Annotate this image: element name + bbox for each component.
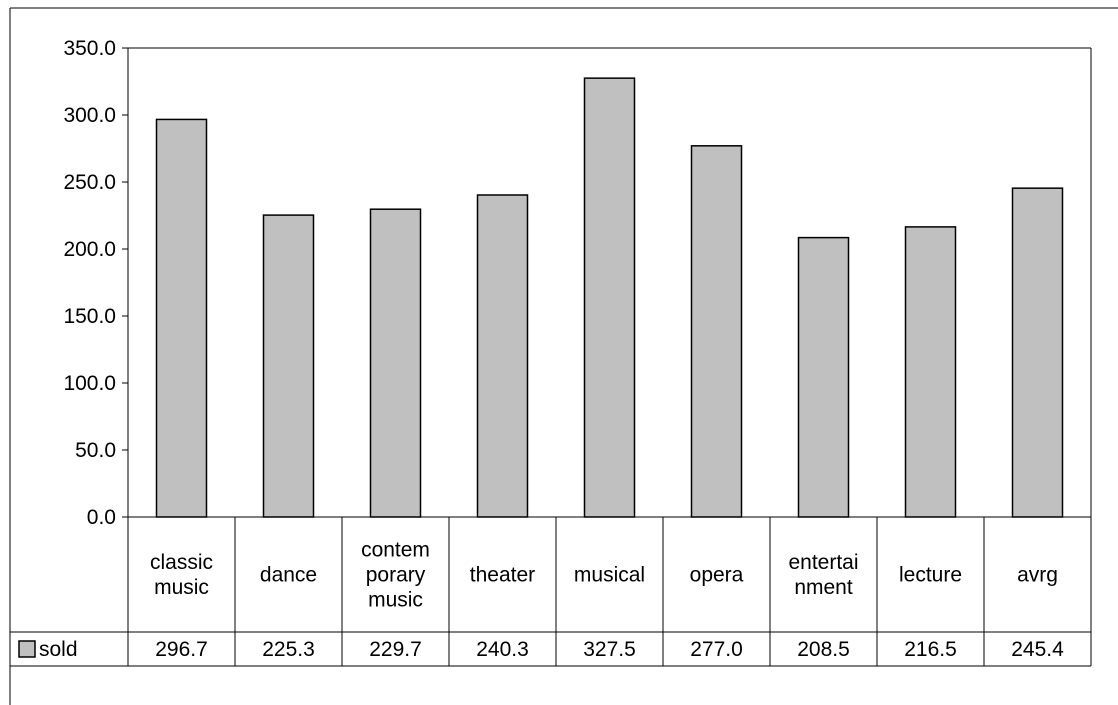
y-tick-label: 150.0 bbox=[63, 305, 116, 328]
x-tick-label-line: contem bbox=[361, 539, 430, 562]
x-tick-label: classic music bbox=[150, 551, 213, 599]
data-label: 225.3 bbox=[262, 638, 315, 661]
y-tick-label: 250.0 bbox=[63, 171, 116, 194]
legend-entry: sold bbox=[39, 638, 78, 661]
x-tick-label: contem porary music bbox=[361, 539, 430, 612]
y-tick-label: 100.0 bbox=[63, 372, 116, 395]
x-tick-label-line: porary bbox=[366, 564, 426, 587]
x-tick-label: musical bbox=[574, 564, 645, 587]
y-tick-label: 350.0 bbox=[63, 37, 116, 60]
x-tick-label-line: entertai bbox=[788, 551, 858, 574]
bar bbox=[155, 118, 208, 518]
bar bbox=[690, 145, 743, 518]
bar bbox=[369, 208, 422, 518]
x-tick-label-line: classic bbox=[150, 551, 213, 574]
bar bbox=[1011, 187, 1064, 518]
data-label: 216.5 bbox=[904, 638, 957, 661]
y-tick-label: 200.0 bbox=[63, 238, 116, 261]
x-tick-label-line: theater bbox=[470, 564, 535, 587]
y-tick-label: 300.0 bbox=[63, 104, 116, 127]
bar bbox=[797, 236, 850, 518]
data-label: 229.7 bbox=[369, 638, 422, 661]
legend-swatch bbox=[18, 640, 36, 658]
x-tick-label: theater bbox=[470, 564, 535, 587]
bar bbox=[476, 194, 529, 518]
x-tick-label: lecture bbox=[899, 564, 962, 587]
bar bbox=[904, 226, 957, 518]
x-tick-label-line: dance bbox=[260, 564, 317, 587]
data-label: 240.3 bbox=[476, 638, 529, 661]
x-tick-label: dance bbox=[260, 564, 317, 587]
x-tick-label-line: lecture bbox=[899, 564, 962, 587]
data-label: 327.5 bbox=[583, 638, 636, 661]
y-tick-label: 50.0 bbox=[75, 439, 116, 462]
bar bbox=[262, 214, 315, 518]
x-tick-label-line: opera bbox=[690, 564, 744, 587]
x-tick-label-line: nment bbox=[794, 576, 853, 599]
data-label: 245.4 bbox=[1011, 638, 1064, 661]
data-label: 277.0 bbox=[690, 638, 743, 661]
x-tick-label: entertai nment bbox=[788, 551, 858, 599]
x-tick-label-line: music bbox=[368, 589, 423, 612]
data-label: 208.5 bbox=[797, 638, 850, 661]
x-tick-label-line: musical bbox=[574, 564, 645, 587]
x-tick-label: avrg bbox=[1017, 564, 1058, 587]
bar bbox=[583, 77, 636, 518]
data-label: 296.7 bbox=[155, 638, 208, 661]
y-tick-label: 0.0 bbox=[87, 506, 116, 529]
x-tick-label-line: avrg bbox=[1017, 564, 1058, 587]
x-tick-label: opera bbox=[690, 564, 744, 587]
x-tick-label-line: music bbox=[154, 576, 209, 599]
